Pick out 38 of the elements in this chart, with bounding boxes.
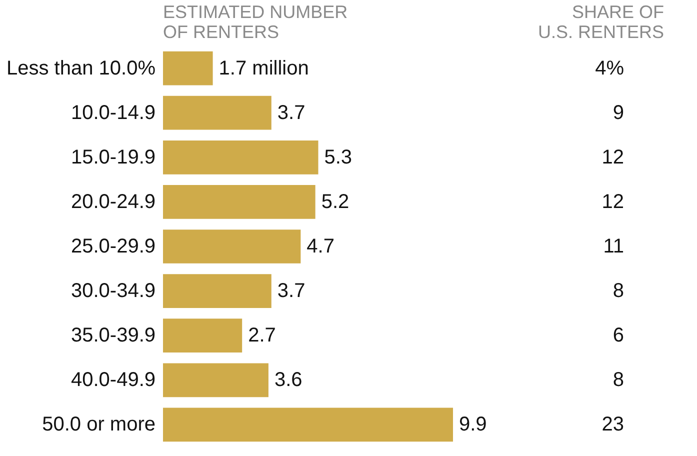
data-label: 3.7	[277, 280, 306, 302]
data-label: 6	[612, 324, 624, 347]
data-label: 2.7	[248, 324, 276, 347]
bar	[163, 318, 242, 353]
y-tick-label: 25.0-29.9	[70, 236, 156, 258]
bar	[163, 96, 272, 130]
y-tick-label: Less than 10.0%	[6, 57, 156, 80]
bar	[163, 185, 316, 219]
data-label: 5.2	[321, 190, 350, 213]
bar	[163, 363, 268, 398]
data-label: 4%	[595, 57, 624, 80]
bar	[163, 51, 213, 86]
data-label: 3.6	[274, 369, 302, 392]
bar	[163, 140, 318, 174]
y-tick-label: 20.0-24.9	[70, 190, 156, 213]
data-label: 12	[602, 190, 624, 213]
data-label: 5.3	[324, 146, 352, 168]
bar	[163, 408, 453, 442]
data-label: 8	[612, 369, 624, 392]
data-label: 9.9	[459, 414, 487, 436]
y-tick-label: 15.0-19.9	[70, 146, 156, 168]
data-label: 11	[603, 236, 624, 258]
text: SHARE OF U.S. RENTERS	[538, 2, 664, 42]
y-tick-label: 40.0-49.9	[70, 369, 156, 392]
bar	[163, 274, 272, 308]
y-tick-label: 30.0-34.9	[70, 280, 156, 302]
data-label: 3.7	[277, 102, 306, 124]
data-label: 12	[602, 146, 624, 168]
data-label: 8	[612, 280, 624, 302]
y-tick-label: 50.0 or more	[42, 414, 156, 436]
bar	[163, 230, 301, 264]
chart-title: ESTIMATED NUMBER OF RENTERS	[163, 2, 348, 42]
y-tick-label: 35.0-39.9	[70, 324, 156, 347]
data-label: 1.7 million	[218, 57, 309, 80]
data-label: 9	[612, 102, 624, 124]
data-label: 23	[602, 414, 624, 436]
y-tick-label: 10.0-14.9	[70, 102, 156, 124]
data-label: 4.7	[306, 236, 334, 258]
